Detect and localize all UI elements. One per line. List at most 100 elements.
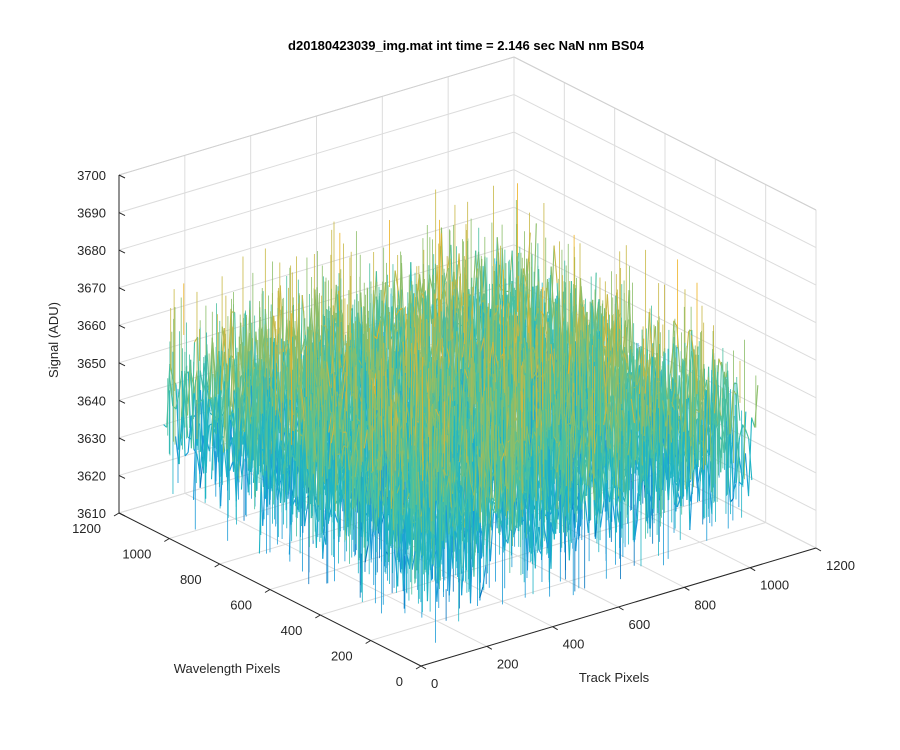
surface-segment	[198, 423, 204, 467]
surface-segment	[437, 338, 442, 376]
surface-segment	[175, 436, 180, 465]
surface-segment	[229, 461, 234, 471]
surface-segment	[326, 361, 331, 387]
surface-segment	[286, 354, 291, 445]
surface-segment	[572, 304, 577, 393]
surface-segment	[326, 384, 332, 414]
surface-segment	[268, 389, 273, 484]
chart-title: d20180423039_img.mat int time = 2.146 se…	[288, 38, 645, 53]
surface-segment	[371, 377, 376, 395]
surface-segment	[184, 452, 189, 457]
surface-segment	[338, 419, 343, 478]
surface-segment	[462, 327, 467, 358]
surface-segment	[234, 462, 240, 477]
surface-segment	[318, 476, 323, 492]
surface-segment	[309, 432, 315, 491]
surface-segment	[383, 419, 388, 457]
surface-segment	[220, 328, 225, 391]
surface-segment	[395, 310, 400, 316]
surface-segment	[199, 370, 204, 392]
surface-segment	[398, 352, 403, 380]
surface-segment	[200, 363, 205, 452]
surface-segment	[286, 469, 291, 478]
surface-segment	[246, 396, 252, 473]
surface-segment	[356, 417, 361, 422]
surface-segment	[342, 351, 347, 375]
surface-segment	[392, 314, 397, 376]
surface-segment	[489, 342, 494, 364]
surface-segment	[455, 253, 460, 309]
surface-segment	[288, 455, 293, 555]
surface-segment	[247, 387, 252, 425]
surface-segment	[285, 433, 291, 448]
surface-segment	[208, 337, 213, 396]
surface-segment	[310, 393, 315, 460]
surface-segment	[181, 389, 186, 446]
surface-segment	[190, 359, 195, 450]
surface-segment	[204, 398, 210, 464]
surface-segment	[376, 321, 381, 340]
surface-segment	[166, 363, 171, 428]
surface-segment	[196, 453, 201, 475]
surface-segment	[270, 469, 276, 489]
surface-segment	[323, 325, 327, 327]
surface-segment	[250, 366, 255, 462]
surface-segment	[328, 418, 333, 470]
surface-segment	[298, 432, 303, 437]
surface-segment	[276, 444, 282, 503]
surface-segment	[232, 437, 237, 478]
surface-segment	[584, 317, 589, 401]
grid-line-wall-z-right	[513, 244, 817, 399]
surface-segment	[196, 370, 201, 446]
surface-segment	[284, 343, 289, 356]
surface-segment	[214, 419, 219, 458]
surface-segment	[300, 439, 306, 527]
surface-segment	[324, 466, 329, 524]
surface-segment	[222, 363, 228, 453]
surface-segment	[277, 444, 282, 491]
surface-segment	[282, 447, 288, 471]
surface-segment	[211, 337, 216, 397]
surface-segment	[279, 452, 285, 503]
surface-segment	[243, 387, 249, 433]
grid-line-wall-z-left	[118, 206, 515, 326]
surface-segment	[412, 314, 417, 372]
surface-segment	[312, 473, 317, 548]
surface-segment	[480, 336, 485, 352]
surface-segment	[534, 307, 539, 321]
surface-segment	[265, 403, 270, 431]
surface-segment	[303, 420, 309, 470]
surface-segment	[178, 416, 183, 465]
pane-edge-top-right	[513, 56, 817, 211]
surface-segment	[249, 430, 255, 473]
surface-segment	[294, 435, 300, 461]
surface-segment	[261, 413, 267, 499]
grid-line-wall-z-right	[513, 131, 817, 286]
surface-segment	[238, 431, 243, 463]
surface-segment	[341, 371, 346, 400]
surface-segment	[312, 432, 318, 463]
surface-segment	[187, 359, 192, 416]
grid-line-wall-z-right	[513, 169, 817, 324]
grid-line-floor-y	[370, 522, 766, 641]
grid-line-wall-z-right	[513, 94, 817, 249]
surface-segment	[267, 454, 273, 490]
grid-line-wall-z-left	[118, 94, 515, 214]
surface-segment	[304, 503, 309, 527]
surface-segment	[250, 412, 255, 425]
surface-segment	[306, 468, 312, 485]
surface-segment	[208, 423, 213, 426]
surface-segment	[229, 358, 234, 416]
surface-segment	[273, 469, 279, 500]
surface-segment	[214, 400, 219, 422]
surface-segment	[291, 455, 297, 462]
surface-segment	[464, 368, 469, 379]
surface-segment	[550, 344, 555, 374]
surface-segment	[240, 431, 246, 490]
surface-segment	[228, 437, 234, 450]
surface-segment	[264, 402, 270, 489]
surface-plot	[163, 183, 759, 643]
surface-segment	[327, 474, 333, 524]
surface-segment	[292, 428, 297, 515]
surface-segment	[322, 525, 327, 545]
